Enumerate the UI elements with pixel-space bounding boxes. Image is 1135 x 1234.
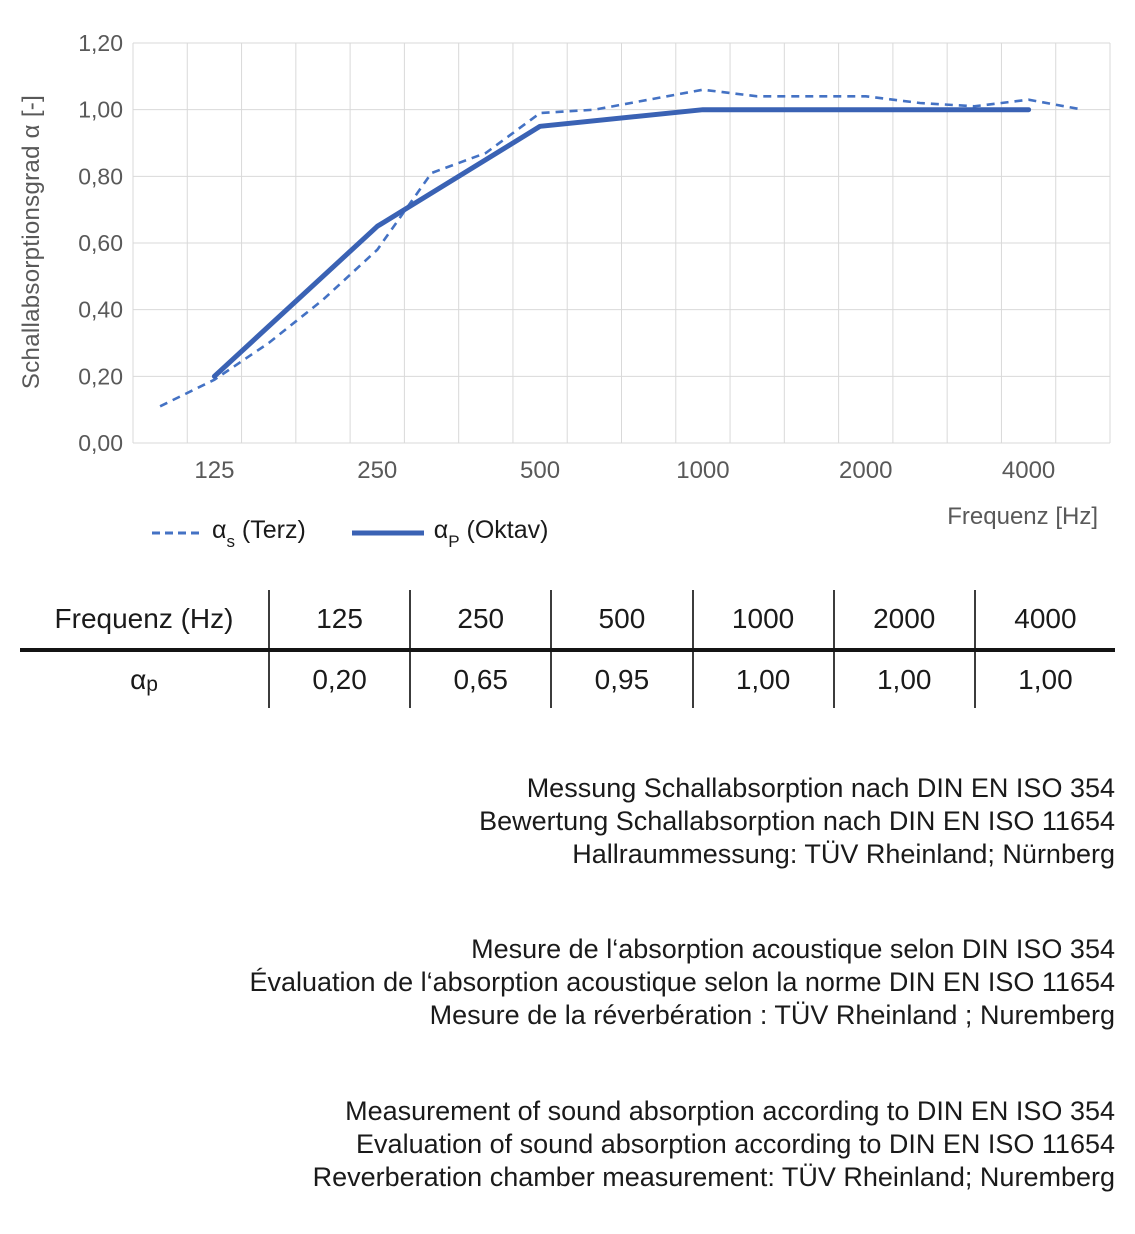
x-tick-label: 250 — [357, 457, 397, 484]
note-line: Reverberation chamber measurement: TÜV R… — [312, 1162, 1115, 1192]
y-tick-label: 0,40 — [78, 297, 123, 323]
x-axis-title: Frequenz [Hz] — [947, 503, 1098, 530]
note-line: Hallraummessung: TÜV Rheinland; Nürnberg — [572, 839, 1115, 869]
note-line: Messung Schallabsorption nach DIN EN ISO… — [526, 773, 1115, 803]
chart-legend: αs (Terz) αP (Oktav) — [152, 516, 549, 552]
y-tick-label: 0,80 — [78, 163, 123, 189]
y-tick-label: 0,00 — [78, 430, 123, 456]
series-terz-dashed-line — [159, 88, 1084, 408]
chart-axis-tick-labels: 0,00 0,20 0,40 0,60 0,80 1,00 1,20 125 250 500 100… — [78, 30, 1055, 484]
legend-label-terz: αs (Terz) — [212, 516, 306, 552]
chart-series — [159, 88, 1084, 408]
series-oktav-solid-line — [211, 107, 1032, 379]
note-german: Messung Schallabsorption nach DIN EN ISO… — [479, 772, 1115, 871]
table-value-250: 0,65 — [409, 652, 550, 708]
table-header-row: Frequenz (Hz) 125 250 500 1000 2000 4000 — [20, 590, 1115, 648]
note-line: Bewertung Schallabsorption nach DIN EN I… — [479, 806, 1115, 836]
table-value-4000: 1,00 — [973, 652, 1115, 708]
table-header-frequency: Frequenz (Hz) — [54, 603, 234, 634]
note-line: Measurement of sound absorption accordin… — [345, 1096, 1115, 1126]
note-french: Mesure de l‘absorption acoustique selon … — [249, 933, 1115, 1032]
table-header-2000: 2000 — [832, 590, 974, 648]
legend-label-oktav: αP (Oktav) — [433, 516, 549, 552]
y-tick-label: 1,00 — [78, 97, 123, 123]
table-header-4000: 4000 — [973, 590, 1115, 648]
note-line: Évaluation de l‘absorption acoustique se… — [249, 967, 1115, 997]
y-tick-label: 0,20 — [78, 363, 123, 389]
table-value-1000: 1,00 — [691, 652, 833, 708]
absorption-chart: 0,00 0,20 0,40 0,60 0,80 1,00 1,20 125 250 500 100… — [0, 0, 1135, 560]
table-header-250: 250 — [409, 590, 550, 648]
chart-gridlines — [132, 42, 1111, 444]
table-value-125: 0,20 — [268, 652, 409, 708]
x-tick-label: 500 — [520, 457, 560, 484]
legend-item-terz: αs (Terz) — [152, 516, 306, 552]
note-english: Measurement of sound absorption accordin… — [313, 1095, 1115, 1194]
x-tick-label: 1000 — [676, 457, 729, 484]
table-header-500: 500 — [550, 590, 691, 648]
table-separator-line — [20, 648, 1115, 652]
x-tick-label: 125 — [194, 457, 234, 484]
x-tick-label: 2000 — [839, 457, 892, 484]
y-tick-label: 0,60 — [78, 230, 123, 256]
table-value-500: 0,95 — [550, 652, 691, 708]
solid-line-sample-icon — [351, 530, 424, 535]
legend-item-oktav: αP (Oktav) — [351, 516, 549, 552]
absorption-table: Frequenz (Hz) 125 250 500 1000 2000 4000… — [20, 590, 1115, 708]
y-tick-label: 1,20 — [78, 30, 123, 56]
note-line: Mesure de la réverbération : TÜV Rheinla… — [429, 1000, 1115, 1030]
x-tick-label: 4000 — [1002, 457, 1055, 484]
table-header-125: 125 — [268, 590, 409, 648]
table-header-1000: 1000 — [691, 590, 833, 648]
dashed-line-sample-icon — [152, 531, 202, 534]
note-line: Mesure de l‘absorption acoustique selon … — [471, 934, 1115, 964]
table-value-2000: 1,00 — [832, 652, 974, 708]
absorption-chart-svg: 0,00 0,20 0,40 0,60 0,80 1,00 1,20 125 250 500 100… — [78, 30, 1111, 484]
y-axis-title: Schallabsorptionsgrad α [-] — [18, 94, 45, 390]
note-line: Evaluation of sound absorption according… — [356, 1129, 1115, 1159]
